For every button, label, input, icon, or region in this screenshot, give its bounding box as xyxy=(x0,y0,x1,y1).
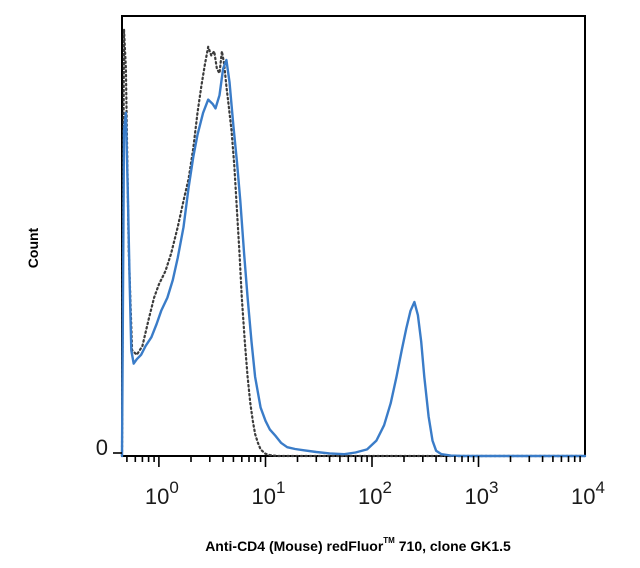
x-axis: 100 101 102 103 104 xyxy=(126,456,605,509)
series-line-solid xyxy=(120,58,587,458)
x-tick-label: 103 xyxy=(465,478,499,509)
x-tick-exponent: 1 xyxy=(276,478,285,497)
x-tick-base: 10 xyxy=(358,484,382,509)
x-tick-exponent: 0 xyxy=(169,478,178,497)
x-tick-label: 102 xyxy=(358,478,392,509)
x-axis-title-superscript: TM xyxy=(383,536,395,545)
x-tick-base: 10 xyxy=(145,484,169,509)
plot-frame xyxy=(121,15,586,457)
x-tick-base: 10 xyxy=(465,484,489,509)
x-tick-exponent: 4 xyxy=(596,478,605,497)
x-tick-base: 10 xyxy=(252,484,276,509)
x-tick-exponent: 2 xyxy=(383,478,392,497)
x-tick-exponent: 3 xyxy=(489,478,498,497)
y-axis: 0 xyxy=(96,435,122,460)
series-line-dotted xyxy=(120,28,587,458)
x-tick-label: 104 xyxy=(571,478,605,509)
x-axis-title-main: Anti-CD4 (Mouse) redFluor xyxy=(205,538,384,554)
x-tick-label: 101 xyxy=(252,478,286,509)
x-tick-label: 100 xyxy=(145,478,179,509)
x-tick-base: 10 xyxy=(571,484,595,509)
y-tick-label: 0 xyxy=(96,435,108,460)
series-layer xyxy=(120,28,587,458)
y-axis-title: Count xyxy=(25,227,41,268)
x-axis-title-suffix: 710, clone GK1.5 xyxy=(395,538,511,554)
x-axis-title: Anti-CD4 (Mouse) redFluorTM 710, clone G… xyxy=(205,536,511,554)
